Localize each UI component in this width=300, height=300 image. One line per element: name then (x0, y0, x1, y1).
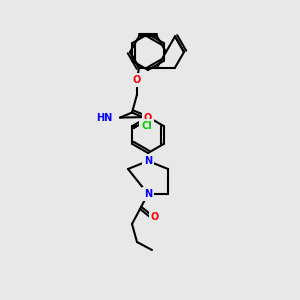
Text: N: N (144, 189, 152, 199)
Text: HN: HN (96, 112, 112, 123)
Text: N: N (144, 156, 152, 166)
Text: O: O (133, 75, 141, 85)
Text: O: O (144, 112, 152, 123)
Text: Cl: Cl (141, 121, 152, 131)
Text: O: O (151, 212, 159, 222)
